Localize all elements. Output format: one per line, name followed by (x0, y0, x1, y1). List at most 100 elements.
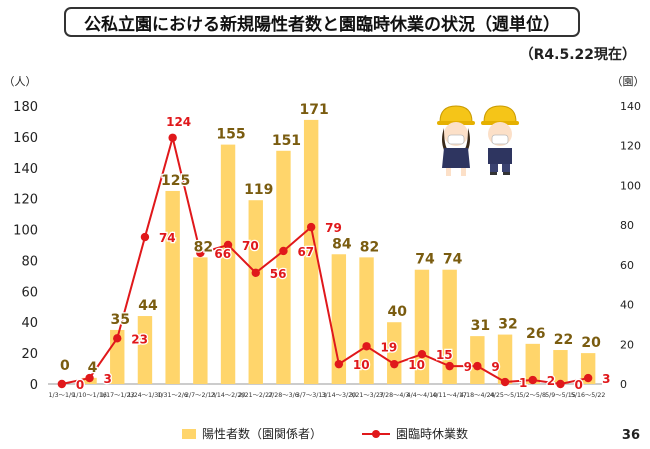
y2-tick-label: 60 (620, 259, 634, 272)
x-tick-label: 4/4～4/10 (407, 392, 438, 399)
x-tick-label: 2/7～2/13 (185, 392, 216, 399)
x-tick-label: 2/14～2/20 (211, 392, 246, 399)
bar-value-label: 125 (161, 173, 190, 189)
legend-item-line: 園臨時休業数 (362, 425, 468, 442)
line-value-label: 70 (242, 239, 259, 253)
y-tick-label: 20 (21, 347, 38, 362)
y2-tick-label: 120 (620, 140, 641, 153)
bar (553, 350, 568, 384)
line-point (140, 232, 150, 242)
bar-value-label: 35 (111, 312, 130, 328)
bar (387, 322, 402, 384)
x-tick-label: 2/28～3/6 (268, 392, 299, 399)
y2-tick-label: 80 (620, 219, 634, 232)
line-value-label: 79 (325, 221, 342, 235)
axes: 0204060801001201401601800204060801001201… (4, 75, 645, 399)
line-value-label: 74 (159, 231, 176, 245)
y2-tick-label: 20 (620, 338, 634, 351)
line-value-label: 0 (76, 378, 84, 392)
line-point (251, 268, 260, 277)
children-illustration (437, 105, 519, 176)
child-right-icon (481, 105, 519, 175)
bar-value-label: 155 (216, 127, 245, 143)
line-value-label: 9 (464, 360, 472, 374)
line-point (528, 375, 537, 385)
bar-value-label: 171 (300, 102, 329, 118)
line-point (445, 361, 454, 371)
bar (303, 119, 319, 385)
bar (220, 144, 236, 384)
y2-tick-label: 140 (620, 100, 641, 113)
chart-title: 公私立園における新規陽性者数と園臨時休業の状況（週単位） (64, 7, 580, 37)
line-value-label: 2 (547, 374, 555, 388)
x-tick-label: 1/10～1/16 (72, 392, 107, 399)
x-tick-label: 4/25～5/1 (490, 392, 521, 399)
x-tick-label: 4/11～4/17 (432, 392, 467, 399)
bar (331, 254, 347, 384)
legend-line-swatch (362, 429, 390, 439)
x-tick-label: 5/9～5/15 (545, 392, 576, 399)
x-tick-label: 4/18～4/24 (460, 392, 495, 399)
x-tick-label: 5/2～5/8 (519, 392, 546, 399)
bar (470, 336, 485, 384)
y2-axis-label: （園） (612, 75, 645, 88)
bar-value-label: 26 (526, 326, 545, 342)
y-tick-label: 80 (21, 254, 38, 269)
bar-value-label: 74 (415, 252, 435, 268)
line-value-label: 3 (602, 372, 610, 386)
bar-value-label: 32 (498, 317, 517, 333)
line-path (61, 133, 589, 386)
y2-tick-label: 100 (620, 179, 641, 192)
y-tick-label: 100 (13, 224, 38, 239)
line-value-label: 19 (381, 340, 398, 354)
line-point (113, 334, 122, 343)
x-tick-label: 1/31～2/6 (157, 392, 188, 399)
line-point (473, 361, 482, 371)
line-value-label: 10 (408, 358, 425, 372)
line-point (417, 350, 427, 359)
bar-value-label: 22 (554, 332, 573, 348)
y-tick-label: 40 (21, 316, 38, 331)
x-tick-label: 3/21～3/27 (349, 392, 384, 399)
line-value-label: 1 (519, 376, 527, 390)
line-point (168, 133, 177, 142)
line-value-label: 67 (297, 245, 314, 259)
legend-bar-label: 陽性者数（園関係者） (201, 427, 322, 441)
y2-tick-label: 40 (620, 299, 634, 312)
bar (442, 269, 457, 384)
line-value-label: 3 (104, 372, 112, 386)
line-value-label: 10 (353, 358, 370, 372)
line-value-label: 0 (574, 378, 582, 392)
bar-value-label: 119 (244, 182, 273, 198)
bar-value-label: 20 (581, 335, 601, 351)
bar (359, 257, 374, 384)
bar (497, 334, 513, 384)
line-value-label: 124 (166, 115, 191, 129)
x-tick-label: 1/17～1/23 (100, 392, 135, 399)
x-tick-label: 1/3～1/9 (49, 392, 76, 399)
y-axis-label: （人） (4, 75, 37, 88)
bar-value-label: 82 (194, 239, 213, 255)
bar-value-label: 151 (272, 133, 301, 149)
legend-item-bar: 陽性者数（園関係者） (181, 425, 322, 442)
bar (165, 190, 180, 384)
line-point (306, 222, 316, 232)
x-tick-label: 1/24～1/30 (128, 392, 163, 399)
y-tick-label: 180 (13, 100, 38, 115)
y-tick-label: 60 (21, 285, 38, 300)
page-number: 36 (621, 428, 640, 443)
y-tick-label: 120 (13, 193, 38, 208)
bar (137, 316, 153, 384)
legend: 陽性者数（園関係者） 園臨時休業数 (0, 425, 650, 442)
line-point (390, 359, 399, 369)
legend-line-label: 園臨時休業数 (396, 427, 469, 441)
line-point (57, 379, 67, 389)
line-value-label: 66 (214, 247, 231, 261)
line-point (556, 379, 565, 389)
line-value-label: 15 (436, 348, 453, 362)
line-point (583, 373, 593, 383)
line-point (362, 342, 371, 351)
line-value-label: 23 (131, 332, 148, 346)
bar-value-label: 4 (88, 360, 98, 376)
